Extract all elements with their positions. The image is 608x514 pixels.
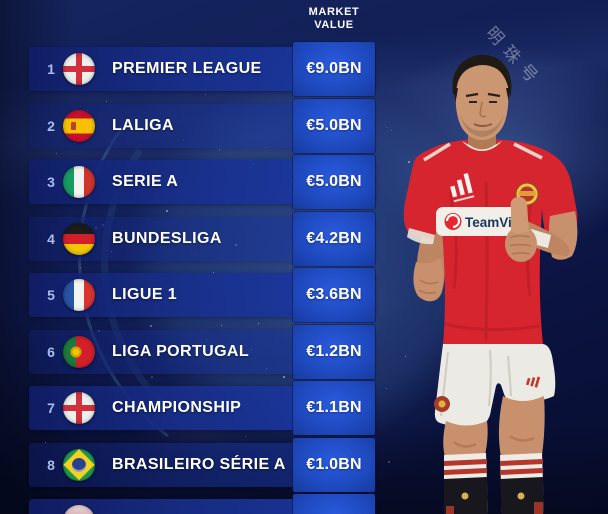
rank-number: 6 xyxy=(47,343,55,360)
brazil-flag xyxy=(63,448,95,481)
table-row: 1 PREMIER LEAGUE €9.0BN xyxy=(29,42,375,96)
market-value-box: €3.6BN xyxy=(293,268,375,322)
league-name: LALIGA xyxy=(112,116,174,134)
germany-flag xyxy=(63,222,95,255)
market-value: €4.2BN xyxy=(306,229,362,247)
market-value-box: €9.0BN xyxy=(293,42,375,96)
market-value-box: €1.2BN xyxy=(293,324,375,379)
player-photo: TeamVi xyxy=(403,54,578,514)
table-row: 2 LALIGA €5.0BN xyxy=(29,98,375,153)
league-name: CHAMPIONSHIP xyxy=(112,399,242,416)
market-value-box: €4.2BN xyxy=(293,211,375,266)
rank-number: 5 xyxy=(47,287,55,303)
rank-number: 1 xyxy=(47,61,55,77)
right-sock xyxy=(500,453,544,514)
market-value: €1.1BN xyxy=(306,399,362,416)
market-value-box xyxy=(293,494,375,514)
left-sock xyxy=(444,453,488,514)
market-value-header-line1: MARKET xyxy=(308,6,360,18)
spain-flag xyxy=(63,109,95,142)
england-flag xyxy=(63,392,95,424)
table-row: 5 LIGUE 1 €3.6BN xyxy=(29,268,375,322)
market-value: €9.0BN xyxy=(306,60,362,77)
market-value: €1.2BN xyxy=(306,342,362,360)
league-name: SERIE A xyxy=(112,173,179,190)
market-value-box: €5.0BN xyxy=(293,155,375,209)
league-name: BRASILEIRO SÉRIE A xyxy=(112,455,286,473)
italy-flag xyxy=(63,166,95,198)
star-dot xyxy=(386,126,387,128)
england-flag xyxy=(63,53,95,85)
rank-number: 4 xyxy=(47,230,55,247)
table-row: 4 BUNDESLIGA €4.2BN xyxy=(29,211,375,266)
league-name: LIGA PORTUGAL xyxy=(112,342,250,360)
table-row-partial xyxy=(29,494,375,514)
rank-number: 8 xyxy=(47,456,55,473)
table-row: 8 BRASILEIRO SÉRIE A €1.0BN xyxy=(29,437,375,492)
league-ranking-table: 1 PREMIER LEAGUE €9.0BN 2 LALIGA €5.0BN … xyxy=(29,42,375,514)
market-value: €3.6BN xyxy=(306,286,362,303)
league-name: BUNDESLIGA xyxy=(112,229,222,247)
rank-number: 2 xyxy=(47,117,55,134)
market-value-header-line2: VALUE xyxy=(314,19,354,31)
star-dot xyxy=(385,388,387,389)
market-value-box: €5.0BN xyxy=(293,98,375,153)
market-value-box: €1.0BN xyxy=(293,437,375,492)
france-flag xyxy=(63,279,95,311)
jersey-sponsor-text: TeamVi xyxy=(465,215,512,230)
table-row: 7 CHAMPIONSHIP €1.1BN xyxy=(29,381,375,435)
market-value-box: €1.1BN xyxy=(293,381,375,435)
table-row: 6 LIGA PORTUGAL €1.2BN xyxy=(29,324,375,379)
rank-number: 7 xyxy=(47,400,55,416)
rank-number: 3 xyxy=(47,174,55,190)
table-row: 3 SERIE A €5.0BN xyxy=(29,155,375,209)
market-value-header: MARKET VALUE xyxy=(293,6,375,32)
market-value: €5.0BN xyxy=(306,116,362,134)
league-name: PREMIER LEAGUE xyxy=(112,60,262,77)
sponsor-panel: TeamVi xyxy=(436,207,522,236)
portugal-flag xyxy=(63,335,95,368)
league-name: LIGUE 1 xyxy=(112,286,178,303)
market-value: €1.0BN xyxy=(306,455,362,473)
market-value: €5.0BN xyxy=(306,173,362,190)
